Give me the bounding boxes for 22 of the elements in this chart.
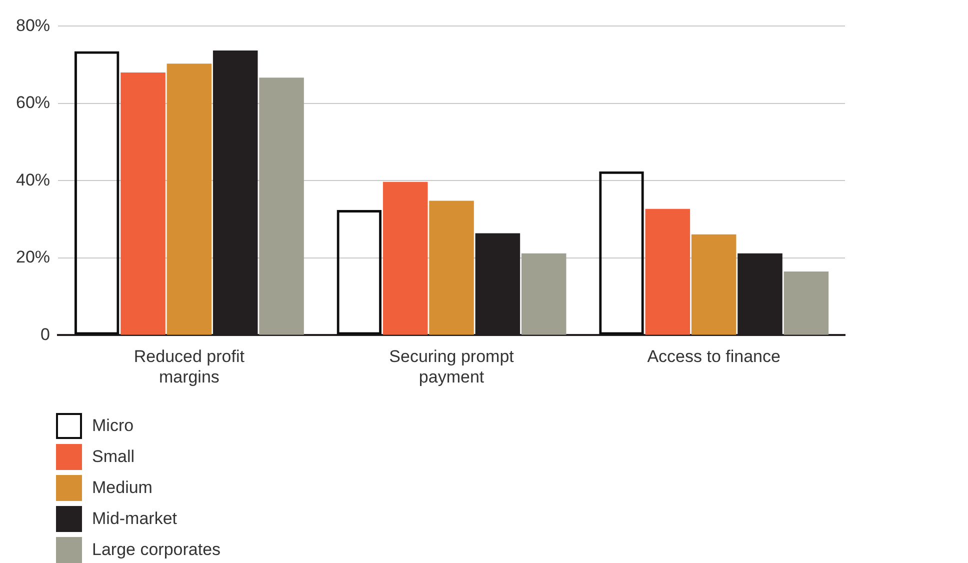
x-tick-label: Reduced profit margins bbox=[134, 347, 245, 386]
legend-label: Small bbox=[92, 446, 135, 466]
bar bbox=[120, 72, 166, 335]
bar bbox=[645, 208, 690, 335]
legend-label: Medium bbox=[92, 478, 152, 498]
legend-label: Mid-market bbox=[92, 508, 178, 528]
bar bbox=[691, 234, 736, 335]
bar bbox=[382, 182, 428, 335]
bar bbox=[521, 253, 566, 335]
legend-label: Large corporates bbox=[92, 540, 221, 560]
y-tick-label: 40% bbox=[16, 170, 50, 190]
x-tick-label: Access to finance bbox=[647, 347, 780, 366]
legend-label: Micro bbox=[92, 416, 134, 436]
bar bbox=[166, 64, 212, 335]
x-tick-label: Securing prompt payment bbox=[389, 347, 514, 386]
y-tick-label: 80% bbox=[16, 16, 50, 35]
y-tick-label: 0 bbox=[40, 324, 50, 344]
bar bbox=[259, 78, 304, 335]
bar bbox=[429, 200, 474, 335]
y-tick-label: 20% bbox=[16, 248, 50, 267]
y-tick-label: 60% bbox=[16, 93, 50, 112]
bar bbox=[784, 271, 829, 335]
